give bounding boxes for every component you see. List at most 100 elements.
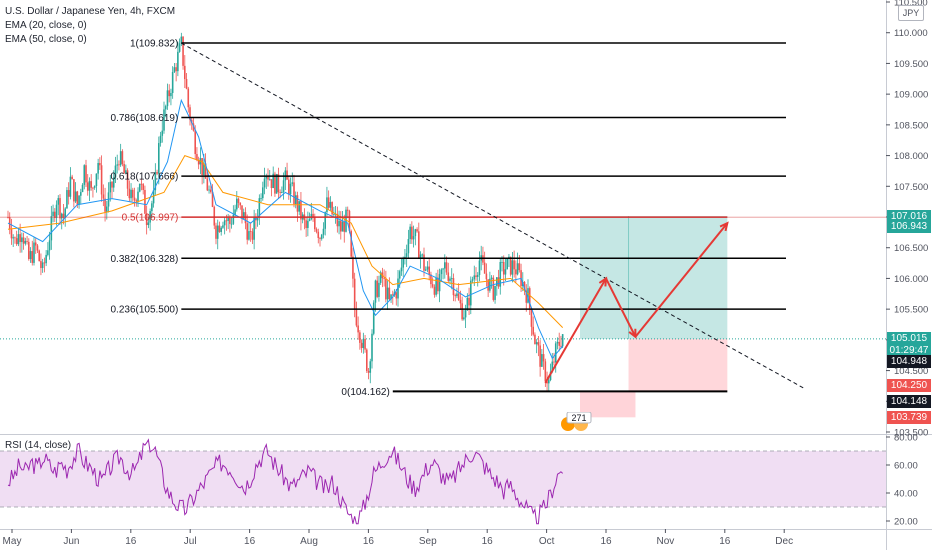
candle-body — [262, 187, 264, 199]
candle-body — [64, 208, 66, 218]
candle-body — [52, 211, 54, 217]
candle-body — [513, 260, 515, 270]
price-axis-label: 103.500 — [894, 428, 928, 439]
candle-body — [112, 177, 115, 188]
candle-body — [128, 188, 131, 199]
candle-body — [326, 197, 328, 213]
candle-body — [206, 178, 209, 191]
candle-body — [511, 260, 514, 275]
fib-level-label: 0(104.162) — [341, 387, 389, 398]
candle-body — [210, 189, 212, 192]
price-tag: 104.250 — [887, 379, 931, 393]
candle-body — [28, 241, 30, 259]
candle-body — [496, 277, 498, 286]
candle-body — [412, 236, 415, 240]
candle-body — [355, 309, 358, 326]
candle-body — [208, 189, 210, 191]
candle-body — [201, 158, 203, 176]
price-axis-label: 109.500 — [894, 59, 928, 70]
candle-body — [288, 179, 290, 195]
time-axis-label: Jun — [63, 536, 79, 547]
candle-body — [14, 237, 16, 239]
candle-body — [130, 189, 132, 199]
candle-body — [532, 326, 534, 335]
candle-body — [133, 197, 136, 201]
candle-body — [142, 184, 144, 190]
time-axis-label: 16 — [363, 536, 375, 547]
time-axis-label: May — [3, 536, 22, 547]
price-axis-label: 110.000 — [894, 28, 928, 39]
candle-body — [59, 198, 61, 219]
candle-body — [341, 221, 344, 232]
candle-body — [154, 172, 157, 191]
candle-body — [60, 213, 63, 219]
candle-body — [163, 109, 165, 131]
candle-body — [121, 151, 124, 165]
candle-body — [416, 229, 418, 232]
candle-body — [449, 278, 451, 281]
price-tag: 01:29:47 — [887, 343, 931, 357]
candle-body — [433, 286, 436, 295]
candle-body — [556, 341, 559, 344]
candle-body — [189, 107, 191, 120]
candle-body — [246, 223, 248, 240]
candle-body — [242, 212, 245, 219]
candle-body — [286, 170, 288, 180]
candle-body — [232, 214, 235, 224]
candle-body — [152, 190, 155, 204]
candle-body — [253, 217, 255, 240]
candle-body — [343, 221, 346, 232]
economic-events-badge[interactable]: 271 — [559, 412, 599, 432]
candle-body — [475, 275, 477, 277]
price-tag: 106.943 — [887, 219, 931, 233]
candle-body — [116, 164, 118, 166]
candle-body — [541, 354, 543, 367]
candle-body — [471, 279, 474, 281]
candle-body — [118, 164, 120, 166]
candle-body — [196, 154, 198, 161]
candle-body — [236, 198, 238, 210]
time-axis-label: 16 — [600, 536, 612, 547]
projection-arrowhead — [719, 221, 729, 232]
time-axis-label: Dec — [775, 536, 793, 547]
candle-body — [177, 51, 179, 72]
candle-body — [135, 200, 138, 202]
candle-body — [468, 297, 470, 306]
candle-body — [315, 229, 318, 232]
candle-body — [442, 268, 444, 270]
candle-body — [379, 272, 382, 283]
candle-body — [220, 227, 222, 232]
candle-body — [445, 262, 448, 273]
candle-body — [203, 163, 205, 176]
candle-body — [268, 179, 271, 181]
candle-body — [340, 220, 342, 232]
candle-body — [424, 269, 427, 271]
ema20-legend: EMA (20, close, 0) — [5, 20, 87, 31]
candle-body — [95, 173, 98, 187]
currency-unit-badge[interactable]: JPY — [898, 5, 924, 21]
candle-body — [388, 287, 391, 300]
candle-body — [175, 67, 177, 72]
candle-body — [392, 294, 394, 296]
candle-body — [489, 278, 491, 291]
candle-body — [12, 237, 14, 239]
candle-body — [92, 187, 94, 189]
candle-body — [319, 237, 321, 239]
candle-body — [281, 191, 283, 193]
candle-body — [542, 354, 545, 362]
candle-body — [400, 267, 403, 272]
candle-body — [385, 278, 387, 300]
time-axis-label: Aug — [300, 536, 318, 547]
candle-body — [478, 260, 481, 275]
candle-body — [270, 179, 273, 189]
candle-body — [535, 342, 538, 345]
fib-level-label: 0.618(107.666) — [110, 172, 178, 183]
candle-body — [336, 213, 339, 227]
candle-body — [88, 181, 91, 191]
candle-body — [359, 332, 361, 343]
candle-body — [86, 182, 89, 191]
candle-body — [558, 341, 560, 346]
candle-body — [24, 240, 27, 244]
